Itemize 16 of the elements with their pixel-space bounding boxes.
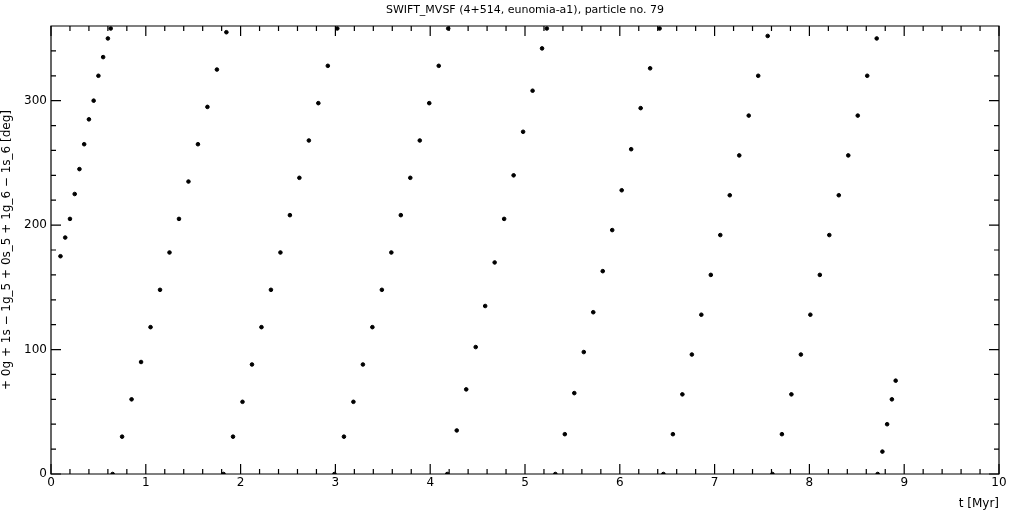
x-tick-label: 2 (236, 475, 245, 490)
x-tick-label: 7 (710, 475, 719, 490)
x-tick-label: 9 (900, 475, 909, 490)
x-tick-label: 5 (521, 475, 529, 490)
x-tick-label: 8 (805, 475, 814, 490)
x-tick-label: 4 (426, 475, 435, 490)
x-tick-label: 10 (991, 475, 1007, 490)
x-tick-label: 1 (141, 475, 150, 490)
x-tick-label: 6 (615, 475, 624, 490)
y-axis-title: + 0g + 1s − 1g_5 + 0s_5 + 1g_6 − 1s_6 [deg] (0, 109, 14, 391)
chart-title: SWIFT_MVSF (4+514, eunomia-a1), particle no. 79 (385, 2, 665, 16)
y-tick-label: 100 (24, 341, 47, 356)
x-axis-title: t [Myr] (958, 495, 999, 510)
x-tick-label: 3 (331, 475, 340, 490)
y-tick-label: 200 (24, 217, 47, 232)
y-tick-label: 300 (24, 92, 47, 107)
